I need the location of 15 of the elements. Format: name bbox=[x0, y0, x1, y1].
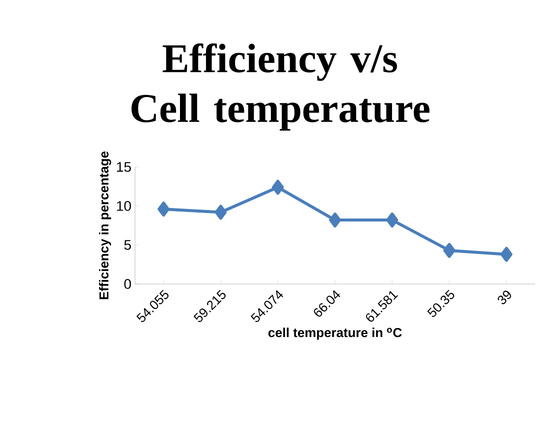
x-axis-title: cell temperature in $^{o}$C bbox=[268, 328, 402, 340]
point bbox=[386, 212, 398, 228]
y-tick-label: 10 bbox=[117, 201, 131, 211]
y-tick-label: 0 bbox=[124, 279, 131, 289]
chart-title: Efficiency v/s Cell temperature bbox=[132, 43, 430, 131]
point bbox=[500, 246, 512, 262]
point bbox=[214, 204, 227, 220]
point bbox=[158, 202, 170, 217]
point bbox=[443, 242, 456, 258]
y-axis-title: Efficiency in percentage bbox=[99, 151, 112, 300]
point bbox=[329, 212, 342, 228]
y-tick-label: 5 bbox=[124, 240, 131, 250]
x-tick-label: 39 bbox=[498, 290, 512, 304]
point bbox=[272, 180, 284, 195]
y-tick-label: 15 bbox=[117, 162, 131, 172]
